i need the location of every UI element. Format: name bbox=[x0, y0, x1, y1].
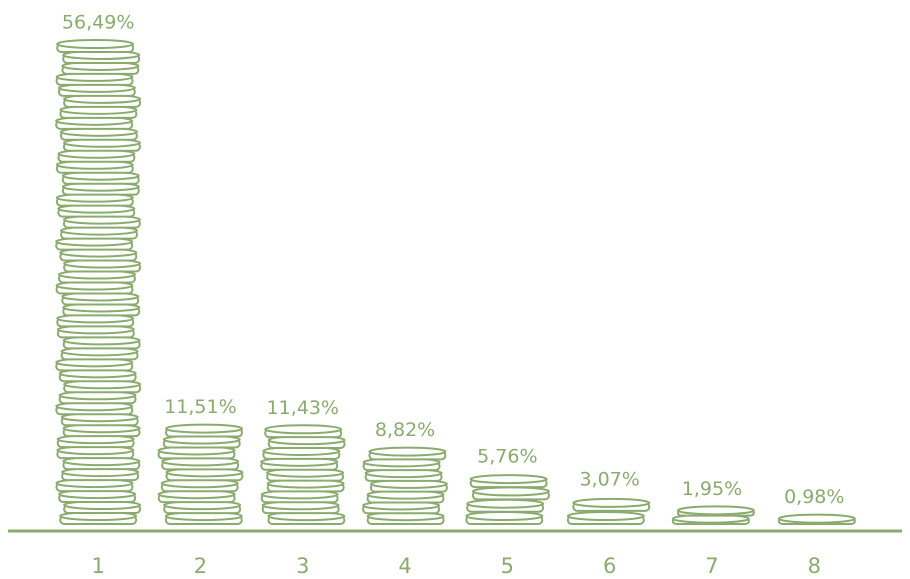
value-label: 3,07% bbox=[579, 468, 639, 490]
coin-top bbox=[777, 513, 856, 524]
coin-stack bbox=[777, 513, 856, 525]
coin-top bbox=[165, 423, 244, 434]
coin-top bbox=[56, 39, 135, 49]
coin-stack bbox=[465, 474, 550, 525]
x-tick-label: 4 bbox=[398, 554, 411, 578]
coin-top bbox=[572, 497, 651, 508]
x-tick-label: 5 bbox=[501, 554, 514, 578]
coin-top bbox=[466, 498, 545, 509]
coin-stack bbox=[157, 423, 244, 525]
coin-top bbox=[566, 511, 645, 521]
x-tick-label: 8 bbox=[808, 554, 821, 578]
coin-stack bbox=[55, 39, 142, 525]
value-label: 11,43% bbox=[267, 397, 339, 419]
value-label: 8,82% bbox=[375, 419, 435, 441]
coin-stack bbox=[260, 424, 346, 525]
x-tick-label: 3 bbox=[296, 554, 309, 578]
x-tick-label: 1 bbox=[91, 554, 104, 578]
coin-stack bbox=[362, 446, 448, 525]
value-label: 56,49% bbox=[62, 12, 134, 34]
coin-top bbox=[676, 505, 755, 516]
x-tick-label: 6 bbox=[603, 554, 616, 578]
coin-top bbox=[368, 446, 447, 457]
coin-top bbox=[465, 511, 544, 521]
value-label: 1,95% bbox=[682, 478, 742, 500]
value-label: 0,98% bbox=[784, 486, 844, 508]
coin-stack bbox=[566, 497, 651, 525]
value-label: 5,76% bbox=[477, 445, 537, 467]
coin-top bbox=[264, 424, 343, 435]
coin-top bbox=[469, 474, 548, 485]
coin-top bbox=[471, 486, 550, 497]
x-tick-label: 7 bbox=[705, 554, 718, 578]
x-tick-label: 2 bbox=[194, 554, 207, 578]
value-label: 11,51% bbox=[164, 396, 236, 418]
coin-stack bbox=[671, 505, 755, 526]
